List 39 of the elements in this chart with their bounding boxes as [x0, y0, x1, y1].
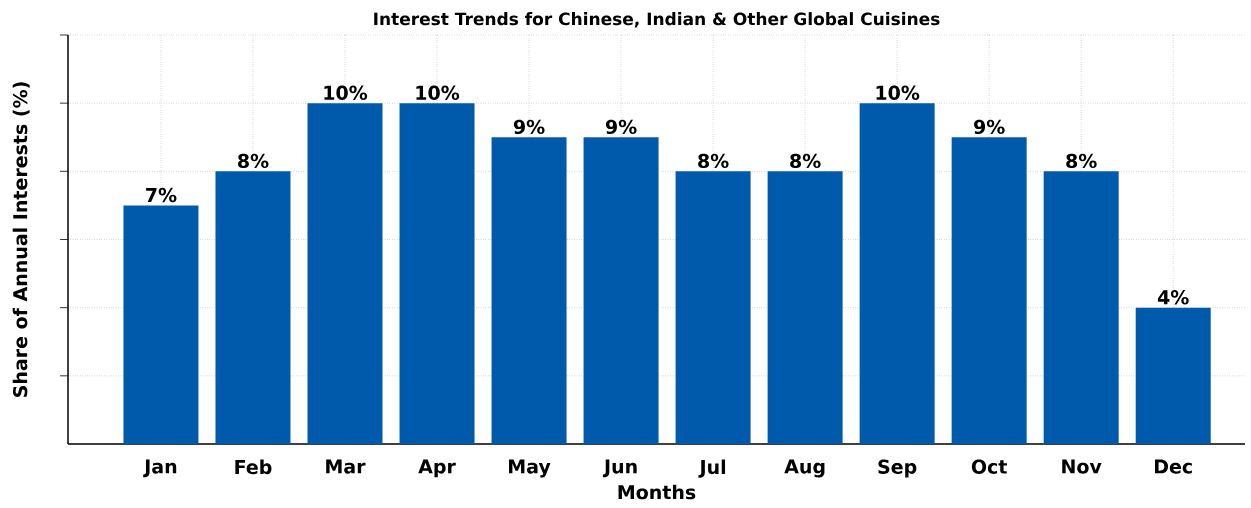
data-label: 9% [605, 119, 637, 135]
x-tick-label: Sep [878, 459, 917, 478]
bar [307, 103, 383, 444]
chart-title: Interest Trends for Chinese, Indian & Other Global Cuisines [374, 12, 940, 28]
data-label: 10% [876, 85, 920, 100]
x-tick-label: Jun [602, 459, 637, 478]
x-tick-label: Dec [1154, 459, 1192, 474]
data-label: 8% [698, 153, 729, 169]
data-label: 8% [790, 153, 821, 169]
bar [1043, 171, 1119, 444]
x-tick-label: Jul [698, 459, 726, 478]
bar [767, 171, 843, 444]
x-axis-title: Months [618, 484, 696, 500]
data-label: 10% [324, 85, 368, 100]
x-tick-label: Mar [326, 459, 366, 474]
data-label: 9% [513, 119, 545, 135]
bar [675, 171, 751, 444]
x-tick-label: Feb [235, 459, 272, 475]
bar [583, 137, 659, 444]
bar [951, 137, 1027, 444]
data-label: 7% [146, 187, 177, 203]
x-tick-label: Aug [784, 459, 825, 478]
bar [215, 171, 291, 444]
bar [491, 137, 567, 444]
data-label: 9% [974, 119, 1005, 135]
x-tick-label: May [509, 459, 551, 478]
x-tick-label: Apr [418, 459, 456, 478]
bar [1135, 307, 1211, 444]
data-label: 10% [416, 85, 460, 100]
data-label: 8% [238, 153, 269, 169]
bar [123, 205, 199, 444]
data-label: 4% [1157, 290, 1189, 305]
x-tick-label: Jan [143, 459, 177, 478]
x-tick-label: Nov [1062, 459, 1102, 474]
data-label: 8% [1066, 153, 1097, 169]
x-tick-label: Oct [971, 459, 1007, 474]
bar [399, 103, 475, 444]
y-axis-title: Share of Annual Interests (%) [12, 82, 30, 397]
bar [859, 103, 935, 444]
